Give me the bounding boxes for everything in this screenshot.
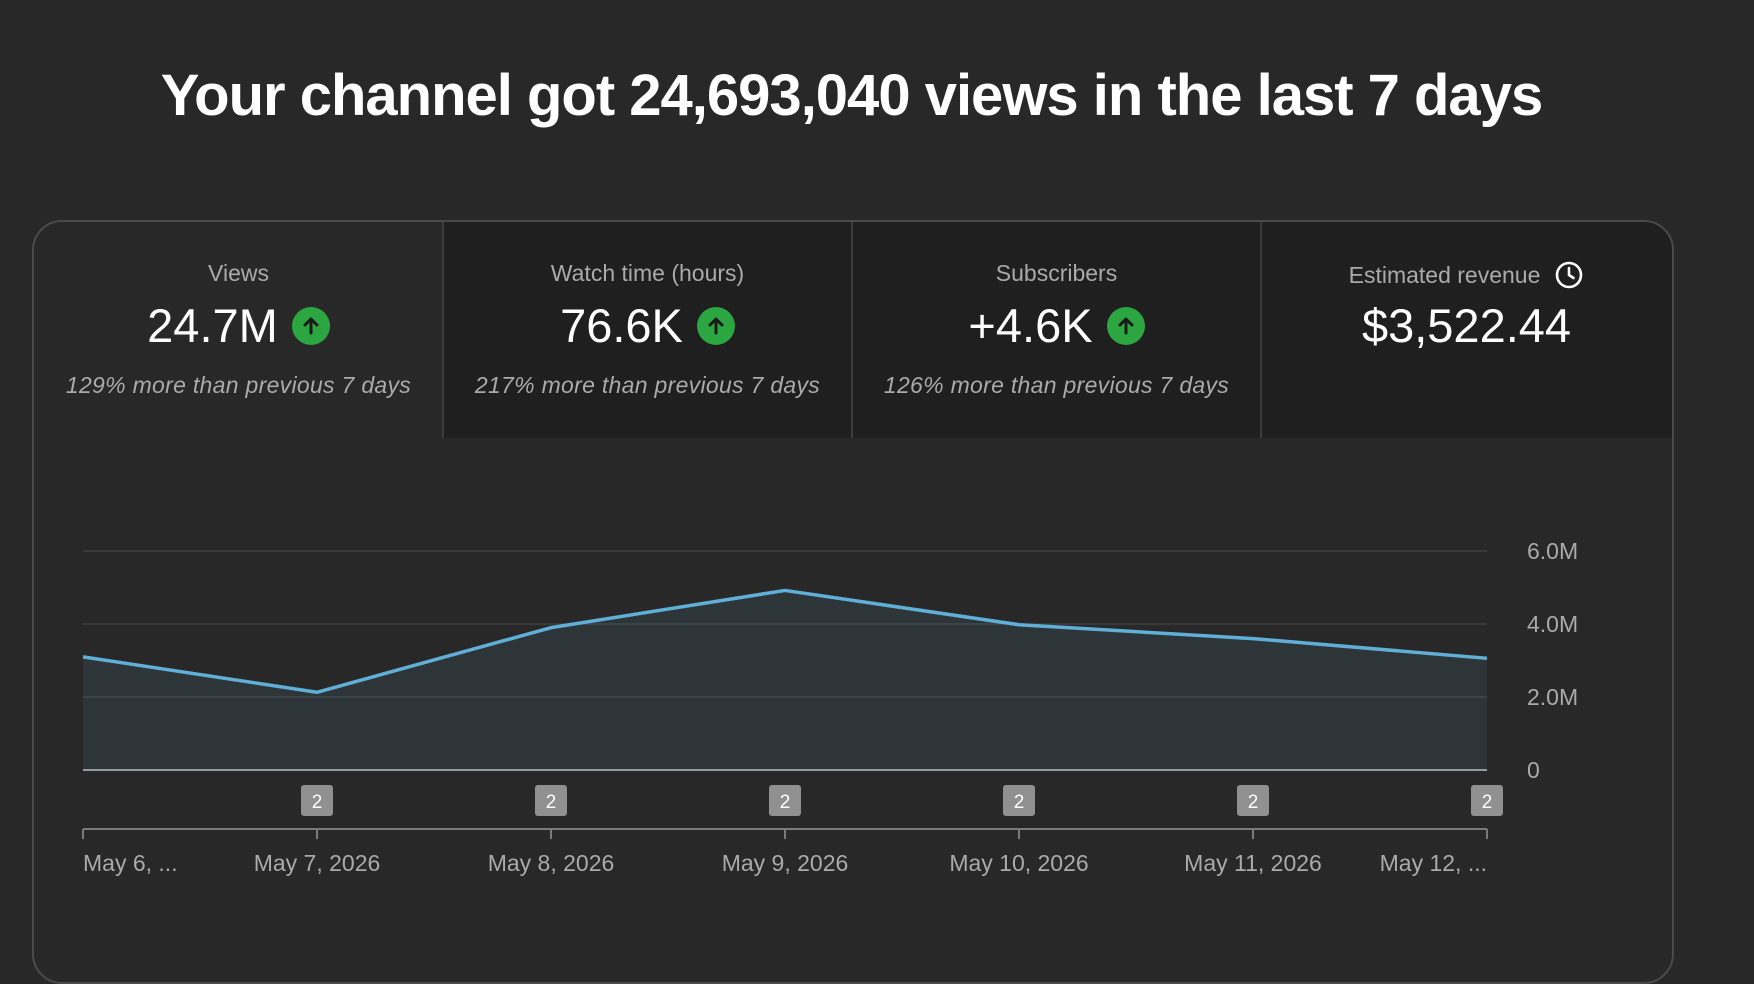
annotation-marker-label: 2 [546,792,557,813]
annotation-marker[interactable] [769,785,801,816]
tab-divider [851,222,853,438]
tab-watch-time-note: 217% more than previous 7 days [474,372,821,398]
tab-divider [1260,222,1262,438]
views-chart[interactable]: 0 2.0M 4.0M 6.0M May 6, ... May 7, 2026 May 8,… [34,222,1672,982]
annotation-marker-label: 2 [312,792,323,813]
annotation-marker-label: 2 [1248,792,1259,813]
x-tick-label: May 10, 2026 [949,850,1088,876]
x-tick-label: May 8, 2026 [488,850,615,876]
clock-icon[interactable] [1554,260,1584,290]
x-tick-label: May 7, 2026 [254,850,381,876]
tab-views-note: 129% more than previous 7 days [65,372,412,398]
annotation-marker-label: 2 [1482,792,1493,813]
x-tick-label: May 12, ... [1380,850,1487,876]
annotation-marker-label: 2 [1014,792,1025,813]
x-tick-label: May 11, 2026 [1184,850,1322,876]
tab-views-title: Views [208,260,269,286]
tab-views-value: 24.7M [147,299,278,352]
tab-divider [442,222,444,438]
area-fill [83,590,1487,770]
arrow-up-icon [1106,306,1145,345]
y-tick-label: 6.0M [1527,538,1578,564]
tab-views[interactable]: Views 24.7M 129% more than previous 7 da… [34,222,443,438]
tab-estimated-revenue[interactable]: Estimated revenue $3,522.44 [1261,222,1672,438]
tab-subscribers-value: +4.6K [968,299,1093,352]
tab-watch-time[interactable]: Watch time (hours) 76.6K 217% more than … [443,222,852,438]
tab-subscribers[interactable]: Subscribers +4.6K 126% more than previou… [852,222,1261,438]
annotation-marker[interactable] [301,785,333,816]
y-tick-label: 2.0M [1527,684,1578,710]
metric-tabs: Views 24.7M 129% more than previous 7 da… [34,222,1672,438]
tab-subscribers-title: Subscribers [995,260,1118,286]
y-tick-label: 4.0M [1527,611,1578,637]
annotation-marker[interactable] [1003,785,1035,816]
annotation-marker[interactable] [1471,785,1503,816]
analytics-card: Views 24.7M 129% more than previous 7 da… [32,220,1674,984]
series-line [82,588,1488,695]
annotation-marker-label: 2 [780,792,791,813]
arrow-up-icon [291,306,330,345]
tab-watch-time-title: Watch time (hours) [550,260,745,286]
tab-watch-time-value: 76.6K [560,299,683,352]
y-tick-label: 0 [1527,757,1540,783]
x-tick-label: May 9, 2026 [722,850,849,876]
tab-revenue-value: $3,522.44 [1361,299,1572,352]
tab-revenue-title: Estimated revenue [1348,261,1541,288]
arrow-up-icon [696,306,735,345]
annotation-marker[interactable] [535,785,567,816]
annotation-marker[interactable] [1237,785,1269,816]
x-tick-label: May 6, ... [83,850,178,876]
tab-subscribers-note: 126% more than previous 7 days [883,372,1230,398]
page-headline: Your channel got 24,693,040 views in the… [160,63,1543,128]
